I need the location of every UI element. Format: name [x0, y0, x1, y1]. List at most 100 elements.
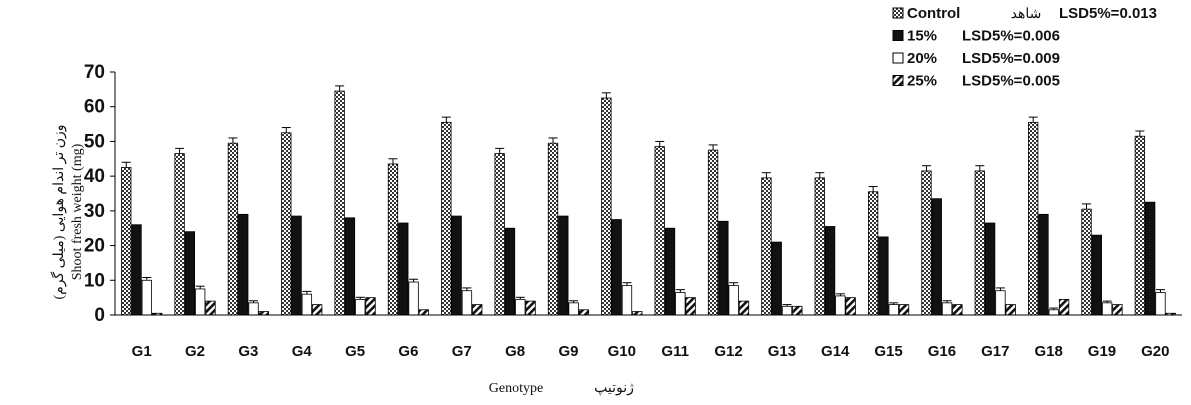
bar-g16-series-1: [921, 170, 932, 316]
bar-g12-series-1: [707, 149, 719, 316]
x-tick-label: G8: [505, 343, 525, 360]
legend-swatch: [892, 7, 904, 19]
bar-g16-series-2: [931, 198, 942, 316]
y-tick-label: 40: [84, 166, 105, 187]
legend-lsd: LSD5%=0.013: [1059, 5, 1157, 22]
legend-label: 25%: [907, 73, 937, 90]
bar-g2-series-3: [195, 288, 206, 316]
bar-g6-series-4: [418, 309, 430, 316]
bar-g4-series-3: [301, 293, 313, 316]
bar-g11-series-1: [654, 146, 665, 316]
bar-g20-series-3: [1155, 292, 1166, 316]
y-axis-title-fa: وزن تر اندام هوایی (میلی گرم): [50, 124, 67, 299]
bar-g3-series-2: [238, 213, 249, 316]
bar-g8-series-3: [515, 298, 526, 316]
x-tick-label: G20: [1141, 343, 1169, 360]
bar-g14-series-1: [814, 177, 825, 316]
bar-g18-series-1: [1028, 121, 1039, 316]
bar-g14-series-2: [824, 226, 836, 316]
bar-g19-series-2: [1091, 234, 1102, 316]
bar-g8-series-4: [525, 300, 536, 316]
x-tick-label: G7: [452, 343, 472, 360]
y-tick-label: 0: [94, 305, 105, 326]
bar-g5-series-4: [365, 297, 376, 316]
bar-g9-series-3: [568, 302, 579, 316]
legend-swatch: [892, 30, 904, 41]
bar-g4-series-4: [312, 304, 323, 316]
bar-g2-series-2: [184, 231, 196, 316]
bar-g13-series-4: [792, 305, 803, 316]
x-tick-label: G14: [821, 343, 850, 360]
y-tick-label: 20: [84, 236, 105, 257]
bar-g1-series-3: [141, 279, 152, 316]
legend: Control شاهد LSD5%=0.013 15% LSD5%=0.006 20% L…: [892, 5, 1157, 90]
bar-g3-series-4: [258, 311, 269, 316]
bar-g11-series-3: [675, 292, 686, 316]
bar-g5-series-1: [334, 90, 345, 316]
y-tick-label: 50: [84, 131, 105, 152]
y-tick-label: 30: [84, 201, 105, 222]
bar-g16-series-3: [941, 302, 953, 316]
legend-lsd: LSD5%=0.005: [962, 73, 1060, 90]
bar-g2-series-4: [205, 300, 216, 316]
bar-g17-series-2: [984, 222, 996, 316]
bar-g16-series-4: [952, 304, 963, 316]
legend-lsd: LSD5%=0.006: [962, 28, 1060, 45]
x-axis-title-fa: ژنوتیپ: [594, 381, 634, 396]
y-tick-label: 10: [84, 270, 105, 291]
bar-g8-series-2: [504, 227, 516, 316]
bar-g19-series-3: [1101, 302, 1113, 316]
legend-label-fa: شاهد: [1011, 5, 1042, 21]
bar-g2-series-1: [174, 153, 185, 316]
bar-g10-series-2: [611, 219, 622, 316]
bar-g19-series-1: [1081, 208, 1092, 316]
bar-g7-series-3: [461, 290, 473, 316]
bar-g18-series-3: [1048, 309, 1059, 316]
x-tick-label: G10: [608, 343, 636, 360]
legend-lsd: LSD5%=0.009: [962, 50, 1060, 67]
bar-g9-series-1: [547, 142, 559, 316]
x-tick-label: G12: [714, 343, 742, 360]
bar-g7-series-2: [451, 215, 462, 316]
bar-g17-series-1: [974, 170, 985, 316]
bar-g15-series-4: [898, 304, 910, 316]
x-axis-title: Genotype: [489, 381, 543, 396]
bar-g18-series-4: [1058, 298, 1070, 316]
bar-g3-series-1: [227, 142, 239, 316]
bar-g11-series-2: [664, 227, 676, 316]
bar-g17-series-3: [995, 290, 1006, 316]
legend-label: 20%: [907, 50, 937, 67]
plot-area: [121, 85, 1176, 316]
bar-g13-series-3: [781, 305, 793, 316]
x-tick-label: G15: [874, 343, 902, 360]
bar-g17-series-4: [1005, 304, 1016, 316]
bar-g11-series-4: [685, 297, 696, 316]
x-tick-label: G4: [292, 343, 313, 360]
x-tick-label: G19: [1088, 343, 1116, 360]
bar-g4-series-2: [291, 215, 302, 316]
x-tick-label: G6: [398, 343, 418, 360]
bar-g20-series-1: [1134, 135, 1146, 316]
bar-g3-series-3: [248, 302, 259, 316]
y-tick-label: 60: [84, 97, 105, 118]
bar-g14-series-3: [835, 295, 846, 316]
bar-g5-series-2: [344, 217, 356, 316]
legend-label: Control: [907, 5, 960, 22]
x-tick-label: G17: [981, 343, 1009, 360]
bar-g12-series-4: [738, 300, 750, 316]
x-tick-label: G16: [928, 343, 956, 360]
bar-g7-series-4: [472, 304, 483, 316]
x-tick-label: G13: [768, 343, 796, 360]
x-tick-label: G3: [238, 343, 258, 360]
y-axis-title: Shoot fresh weight (mg): [70, 143, 85, 280]
x-axis: G1 G2 G3 G4 G5 G6 G7 G8 G9 G10 G11 G12 G13 G14 G15 G16 G…: [115, 314, 1182, 360]
bar-g9-series-4: [578, 309, 590, 316]
bar-g8-series-1: [494, 153, 505, 316]
bar-g10-series-4: [632, 311, 643, 316]
legend-swatch: [892, 75, 904, 86]
bar-g15-series-3: [888, 304, 899, 316]
bar-g14-series-4: [845, 297, 856, 316]
bar-g10-series-1: [601, 97, 612, 316]
x-tick-label: G18: [1034, 343, 1062, 360]
